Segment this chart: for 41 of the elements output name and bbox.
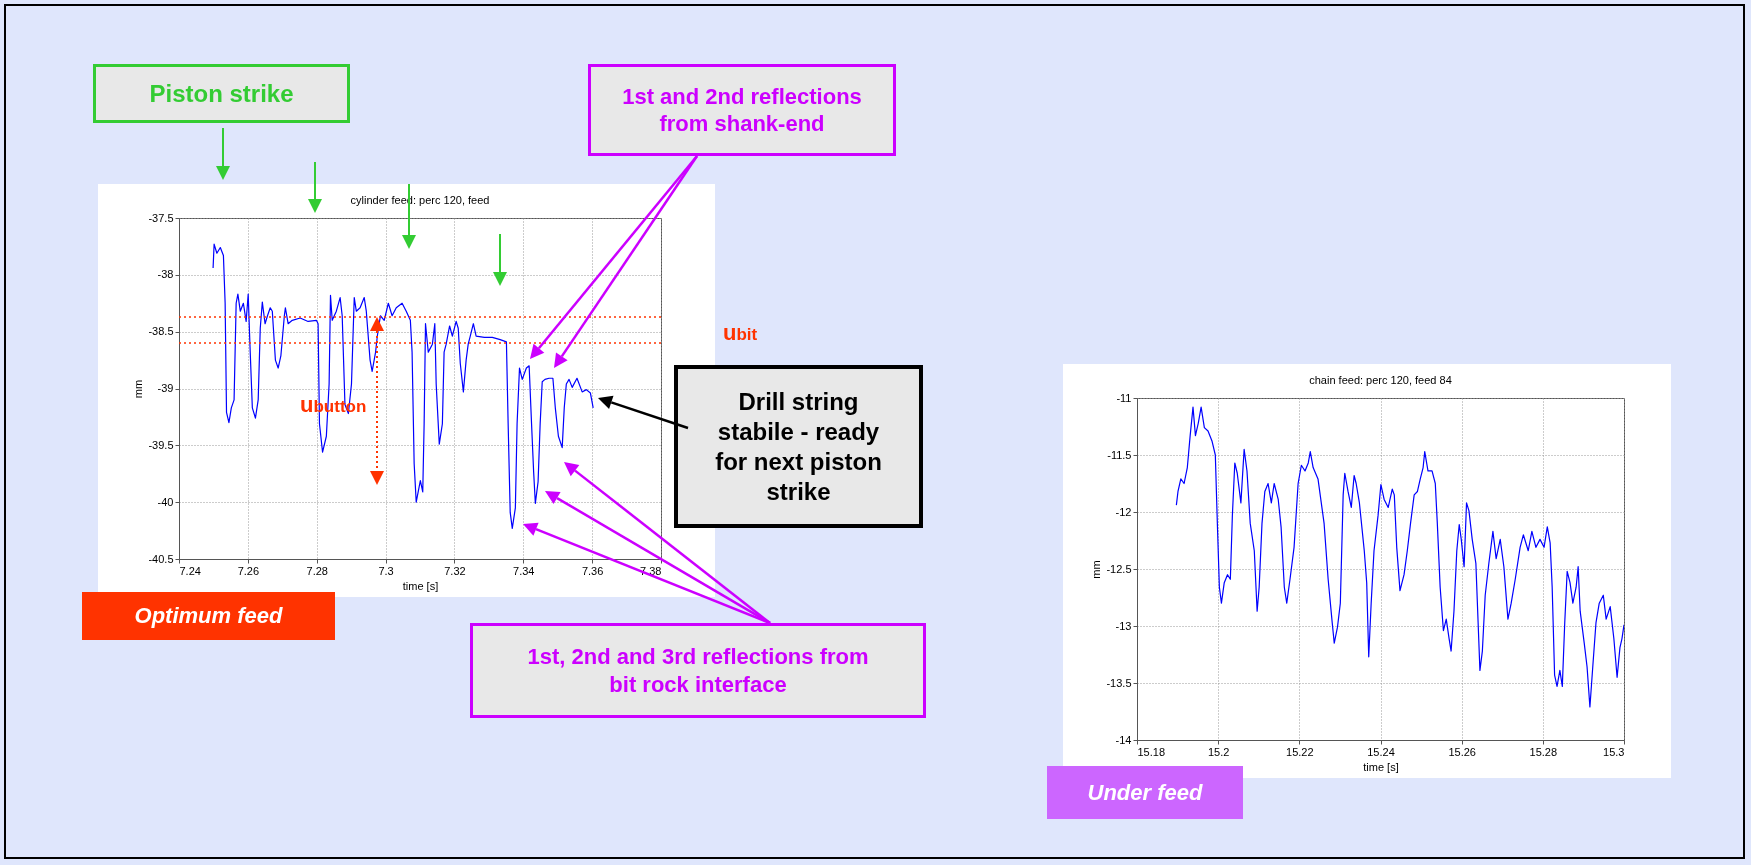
y-tick-label: -12: [1115, 505, 1132, 518]
y-tick-label: -38: [157, 268, 174, 281]
y-tick-label: -14: [1115, 733, 1132, 746]
y-tick-label: -13: [1115, 619, 1132, 632]
text: Drill string stabile - ready for next piston strike: [674, 365, 923, 528]
y-tick-label: -13.5: [1106, 676, 1132, 689]
x-tick-label: 7.34: [513, 564, 535, 577]
text: Under feed: [1047, 766, 1243, 819]
y-tick-label: -40: [157, 495, 174, 508]
line-series: [212, 243, 594, 529]
text: Piston strike: [93, 64, 350, 123]
x-tick-label: 15.18: [1137, 745, 1166, 758]
x-tick-label: 7.24: [179, 564, 201, 577]
text: 1st and 2nd reflections from shank-end: [588, 64, 896, 156]
x-axis-title: time [s]: [402, 579, 439, 592]
x-tick-label: 7.28: [306, 564, 328, 577]
x-tick-label: 15.3: [1603, 745, 1625, 758]
x-axis-title: time [s]: [1363, 760, 1399, 773]
text: 1st, 2nd and 3rd reflections from bit rock interface: [470, 623, 926, 718]
y-axis-title: mm: [1090, 560, 1103, 579]
y-tick-label: -38.5: [148, 325, 174, 338]
y-tick-label: -40.5: [148, 552, 174, 565]
x-tick-label: 7.32: [444, 564, 466, 577]
chart-title: chain feed: perc 120, feed 84: [1309, 374, 1452, 386]
x-tick-label: 15.26: [1448, 745, 1476, 758]
y-tick-label: -39: [157, 382, 174, 394]
y-axis-title: mm: [132, 379, 145, 399]
y-tick-label: -11: [1116, 391, 1132, 404]
text: Optimum feed: [82, 592, 335, 640]
x-tick-label: 15.22: [1286, 745, 1314, 758]
y-tick-label: -12.5: [1106, 562, 1132, 575]
x-tick-label: 15.28: [1529, 745, 1558, 758]
x-tick-label: 15.2: [1207, 745, 1230, 758]
x-tick-label: 7.36: [581, 564, 604, 577]
y-tick-label: -11.5: [1107, 448, 1132, 461]
x-tick-label: 7.3: [378, 564, 394, 577]
x-tick-label: 15.24: [1367, 745, 1395, 758]
y-tick-label: -37.5: [148, 211, 174, 224]
y-tick-label: -39.5: [148, 438, 174, 451]
x-tick-label: 7.26: [237, 564, 260, 577]
line-series: [1175, 406, 1624, 708]
